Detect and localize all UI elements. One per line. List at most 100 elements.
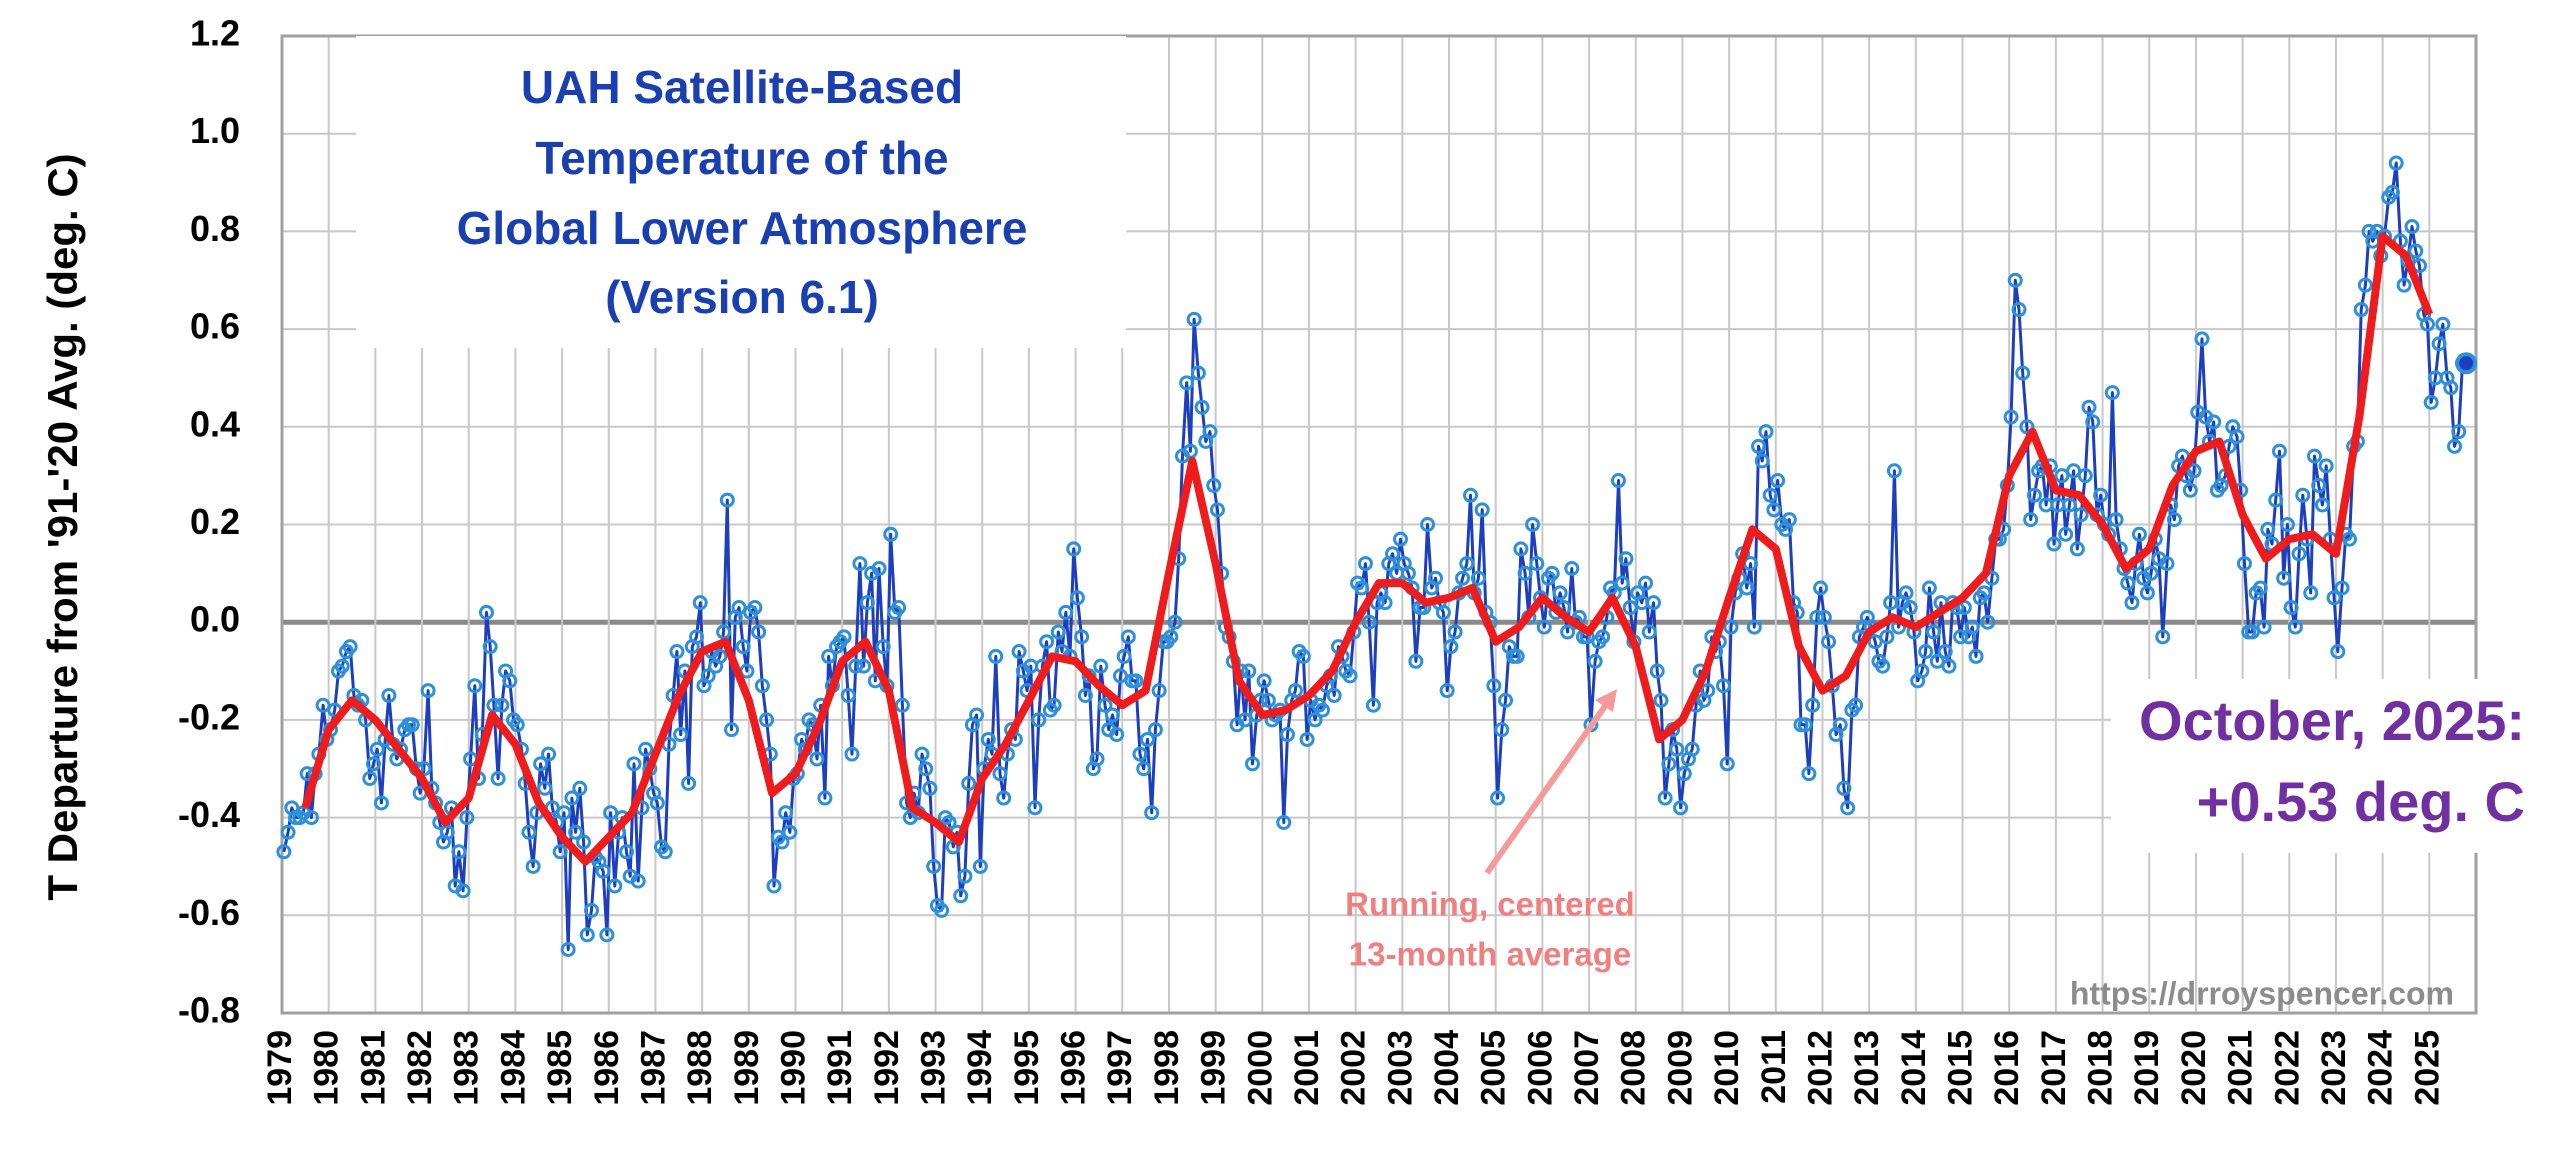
data-point <box>599 927 615 943</box>
data-point <box>1132 746 1148 762</box>
data-point <box>2155 629 2171 645</box>
data-point <box>1058 604 1074 620</box>
x-tick-label: 2014 <box>1895 1030 1933 1106</box>
data-point <box>2357 277 2373 293</box>
data-point <box>1649 663 1665 679</box>
x-tick-label: 2000 <box>1241 1030 1279 1106</box>
x-tick-label: 1985 <box>541 1030 579 1106</box>
data-point <box>1797 717 1813 733</box>
data-point <box>2451 424 2467 440</box>
data-point <box>719 492 735 508</box>
data-point <box>552 844 568 860</box>
data-point <box>859 595 875 611</box>
data-point <box>451 844 467 860</box>
data-point <box>2011 302 2027 318</box>
data-point <box>556 805 572 821</box>
note-arrow <box>1484 700 1611 875</box>
data-point <box>1190 365 1206 381</box>
data-point <box>957 868 973 884</box>
data-point <box>681 775 697 791</box>
data-point <box>2447 438 2463 454</box>
data-point <box>2423 394 2439 410</box>
data-point <box>856 658 872 674</box>
data-point <box>1046 697 1062 713</box>
highlight-point <box>2455 352 2478 375</box>
data-point <box>1427 570 1443 586</box>
data-point <box>875 639 891 655</box>
plot-frame <box>280 34 2478 1015</box>
data-point <box>1781 512 1797 528</box>
data-point <box>583 902 599 918</box>
data-point <box>754 678 770 694</box>
data-point <box>1244 756 1260 772</box>
data-point <box>2256 619 2272 635</box>
data-point <box>1151 683 1167 699</box>
x-tick-label: 2024 <box>2362 1030 2400 1106</box>
data-point <box>2276 570 2292 586</box>
data-point <box>918 761 934 777</box>
data-point <box>1875 658 1891 674</box>
data-point <box>1657 790 1673 806</box>
data-point <box>2404 219 2420 235</box>
x-tick-label: 2020 <box>2175 1030 2213 1106</box>
data-point <box>2120 575 2136 591</box>
x-tick-label: 2018 <box>2082 1030 2120 1106</box>
data-point <box>509 717 525 733</box>
data-point <box>1661 756 1677 772</box>
x-tick-label: 1998 <box>1148 1030 1186 1106</box>
x-tick-label: 1990 <box>774 1030 812 1106</box>
y-axis-label: T Departure from '91-'20 Avg. (deg. C) <box>39 153 86 900</box>
data-point <box>953 888 969 904</box>
data-point <box>969 707 985 723</box>
data-point <box>1128 673 1144 689</box>
data-point <box>1031 712 1047 728</box>
data-point <box>2334 580 2350 596</box>
data-point <box>1027 800 1043 816</box>
data-point <box>689 629 705 645</box>
data-point <box>1595 629 1611 645</box>
data-point <box>988 648 1004 664</box>
data-point <box>2229 429 2245 445</box>
data-point <box>1552 585 1568 601</box>
data-point <box>1614 575 1630 591</box>
data-point <box>759 712 775 728</box>
data-point <box>1136 761 1152 777</box>
data-point <box>692 595 708 611</box>
data-point <box>1513 541 1529 557</box>
data-point <box>1700 683 1716 699</box>
x-tick-label: 2011 <box>1755 1030 1793 1104</box>
data-point <box>894 697 910 713</box>
data-point <box>996 790 1012 806</box>
data-point <box>1120 629 1136 645</box>
data-point <box>369 741 385 757</box>
data-point <box>934 902 950 918</box>
x-tick-label: 2010 <box>1708 1030 1746 1106</box>
data-point <box>1758 424 1774 440</box>
data-point <box>712 648 728 664</box>
data-point <box>1618 551 1634 567</box>
data-point <box>572 780 588 796</box>
x-tick-label: 1988 <box>681 1030 719 1106</box>
x-tick-label: 1989 <box>728 1030 766 1106</box>
data-point <box>1435 604 1451 620</box>
data-point <box>751 624 767 640</box>
data-point <box>1676 766 1692 782</box>
x-tick-label: 1987 <box>634 1030 672 1106</box>
data-point <box>2396 277 2412 293</box>
x-tick-label: 1996 <box>1055 1030 1093 1106</box>
data-point <box>782 824 798 840</box>
callout: October, 2025: <box>2139 689 2525 752</box>
data-point <box>439 824 455 840</box>
data-point <box>2104 385 2120 401</box>
data-point <box>502 673 518 689</box>
data-point <box>891 600 907 616</box>
data-point <box>992 766 1008 782</box>
data-point <box>2186 463 2202 479</box>
data-point <box>1307 712 1323 728</box>
smoothing-note: Running, centered <box>1345 886 1635 923</box>
data-point <box>747 600 763 616</box>
data-point <box>1517 565 1533 581</box>
data-point <box>1420 517 1436 532</box>
data-point <box>2279 517 2295 532</box>
data-point <box>2419 316 2435 332</box>
